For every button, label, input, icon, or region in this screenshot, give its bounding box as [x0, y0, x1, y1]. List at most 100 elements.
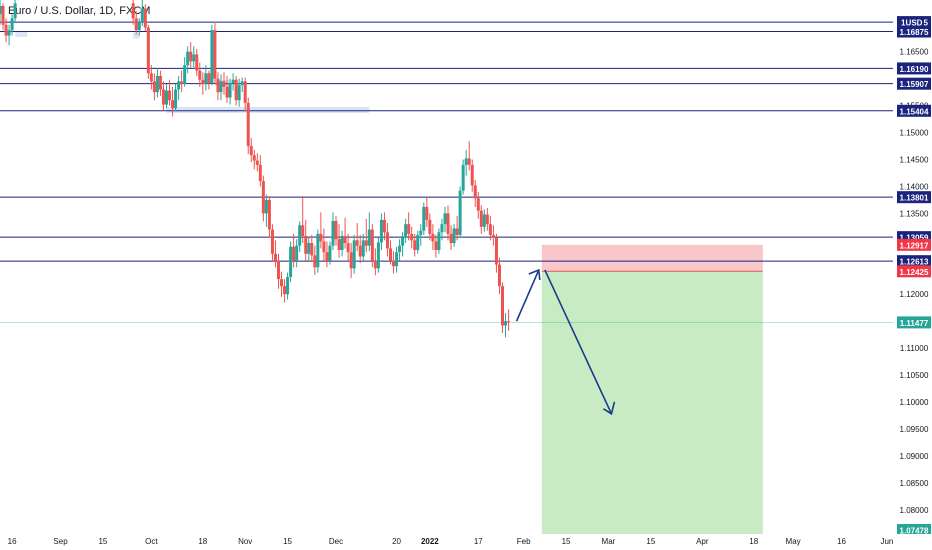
candle-body [501, 286, 505, 326]
symbol-title: Euro / U.S. Dollar, 1D, FXCM [6, 4, 153, 18]
candle-body [298, 225, 302, 246]
candle-body [213, 30, 217, 79]
time-tick-label: 16 [8, 537, 17, 546]
level-label-bg [897, 255, 931, 268]
time-tick-label: Dec [329, 537, 343, 546]
candle-body [425, 206, 429, 220]
candle-body [131, 3, 135, 19]
candle-body [307, 243, 311, 254]
candle-body [407, 224, 411, 234]
candle-body [252, 155, 256, 161]
candle-body [488, 224, 492, 235]
candle-body [134, 18, 138, 31]
level-label-bg [897, 191, 931, 204]
level-label: 1.16190 [900, 65, 929, 74]
candle-body [470, 164, 474, 186]
candle-body [204, 73, 208, 85]
candle-body [343, 236, 347, 244]
candle-body [222, 81, 226, 87]
candle-body [413, 240, 417, 251]
candle-body [174, 89, 178, 109]
candle-body [373, 260, 377, 269]
price-tick-label: 1.14500 [900, 155, 929, 164]
time-tick-label: Apr [696, 537, 709, 546]
take-profit-zone [541, 271, 763, 534]
candle-body [270, 229, 274, 254]
candle-body [410, 233, 414, 241]
horizontal-zone-0 [15, 30, 28, 37]
candle-body [286, 276, 290, 295]
stop-price-label-bg [897, 238, 931, 251]
candle-body [228, 82, 232, 98]
candle-body [264, 199, 268, 214]
candle-body [292, 246, 296, 261]
candle-body [494, 237, 498, 265]
candle-body [4, 24, 8, 36]
price-tick-label: 1.08500 [900, 479, 929, 488]
bottom-label-bg [897, 524, 931, 536]
time-tick-label: 15 [562, 537, 571, 546]
candle-body [340, 236, 344, 251]
candle-body [367, 229, 371, 246]
candle-body [491, 234, 495, 238]
candle-body [395, 252, 399, 267]
entry-price-label: 1.12425 [900, 268, 929, 277]
candle-body [152, 81, 156, 93]
candle-body [267, 199, 271, 230]
candle-body [434, 241, 438, 251]
candle-body [304, 236, 308, 254]
time-axis-bg [0, 534, 932, 550]
candle-body [482, 214, 486, 227]
usd-label-currency: USD [906, 19, 923, 28]
candle-body [289, 246, 293, 277]
stop-price-label: 1.12917 [900, 241, 929, 250]
candle-body [497, 264, 501, 287]
candle-body [440, 224, 444, 233]
candle-body [140, 8, 144, 23]
candle-body [443, 213, 447, 225]
candle-body [398, 245, 402, 253]
candle-body [295, 245, 299, 261]
candle-body [258, 164, 262, 182]
candle-body [431, 233, 435, 242]
time-tick-label: 16 [837, 537, 846, 546]
candle-body [177, 81, 181, 90]
candle-body [379, 219, 383, 243]
candle-body [485, 214, 489, 225]
time-tick-label: Oct [145, 537, 158, 546]
candle-body [349, 252, 353, 269]
candle-body [467, 158, 471, 165]
candle-body [301, 225, 305, 237]
price-tick-label: 1.10500 [900, 371, 929, 380]
price-tick-label: 1.15000 [900, 129, 929, 138]
price-tick-label: 1.16500 [900, 48, 929, 57]
candle-body [422, 206, 426, 231]
candle-body [322, 241, 326, 253]
candle-body [225, 86, 229, 98]
candle-body [146, 27, 150, 74]
candle-body [455, 228, 459, 235]
candle-body [310, 243, 314, 256]
entry-price-label-bg [897, 265, 931, 278]
time-tick-label: Feb [517, 537, 531, 546]
up-arrow-line [515, 269, 540, 322]
candle-body [164, 90, 168, 105]
candle-body [352, 240, 356, 269]
time-tick-label: 17 [474, 537, 483, 546]
candle-body [137, 22, 141, 31]
candle-body [10, 18, 14, 31]
time-tick-label: 15 [98, 537, 107, 546]
candle-body [219, 81, 223, 93]
candle-body [452, 228, 456, 244]
candle-body [416, 234, 420, 251]
time-tick-label: 18 [749, 537, 758, 546]
level-label-bg [897, 62, 931, 75]
candle-body [364, 240, 368, 246]
candle-body [361, 240, 365, 257]
candle-body [180, 81, 184, 85]
candle-body [392, 260, 396, 267]
stop-loss-zone [541, 244, 763, 272]
candle-body [186, 51, 190, 66]
horizontal-zone-1 [133, 32, 140, 39]
